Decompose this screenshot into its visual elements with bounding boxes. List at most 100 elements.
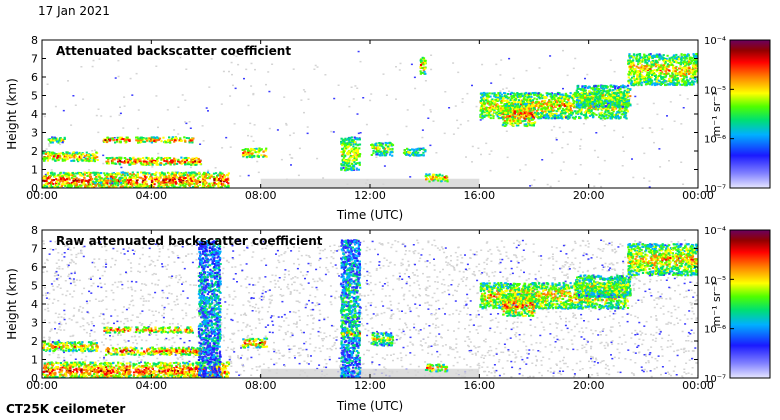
echo-cell <box>507 109 510 112</box>
echo-cell <box>515 124 518 127</box>
echo-cell <box>606 116 609 119</box>
echo-cell <box>633 64 636 67</box>
noise-speck <box>652 102 655 105</box>
echo-cell <box>514 117 517 120</box>
echo-cell <box>651 82 654 85</box>
echo-cell <box>555 110 558 113</box>
echo-cell <box>58 139 61 142</box>
date-label: 17 Jan 2021 <box>38 4 110 18</box>
echo-cell <box>121 178 124 181</box>
echo-cell <box>108 175 111 178</box>
echo-cell <box>611 108 614 111</box>
echo-cell <box>508 115 511 118</box>
echo-cell <box>564 115 567 118</box>
echo-cell <box>676 68 679 71</box>
echo-cell <box>196 186 199 188</box>
echo-cell <box>578 117 581 119</box>
echo-cell <box>352 145 355 148</box>
echo-cell <box>80 174 83 177</box>
echo-cell <box>52 179 55 181</box>
echo-cell <box>428 180 431 183</box>
echo-cell <box>77 157 80 160</box>
noise-speck <box>370 93 373 95</box>
echo-cell <box>692 76 695 79</box>
echo-cell <box>122 186 125 188</box>
echo-cell <box>107 160 110 163</box>
echo-cell <box>208 177 211 180</box>
echo-cell <box>553 114 556 117</box>
echo-cell <box>111 137 114 140</box>
echo-cell <box>695 62 698 65</box>
noise-speck <box>306 126 309 128</box>
echo-cell <box>615 117 618 120</box>
echo-cell <box>564 92 568 95</box>
echo-cell <box>107 158 110 161</box>
noise-speck <box>91 150 94 152</box>
echo-cell <box>165 180 168 183</box>
echo-cell <box>513 92 516 95</box>
echo-cell <box>440 178 443 181</box>
echo-cell <box>525 107 528 110</box>
echo-cell <box>632 53 636 56</box>
echo-cell <box>145 139 149 142</box>
echo-cell <box>660 55 663 58</box>
noise-speck <box>593 185 596 187</box>
echo-cell <box>509 113 512 116</box>
echo-cell <box>213 178 216 181</box>
echo-cell <box>250 154 253 157</box>
noise-speck <box>557 180 560 182</box>
echo-cell <box>585 109 588 112</box>
echo-cell <box>548 112 551 115</box>
echo-cell <box>119 140 122 143</box>
echo-cell <box>579 112 582 114</box>
echo-cell <box>347 161 351 164</box>
noise-speck <box>631 158 633 160</box>
echo-cell <box>70 154 73 157</box>
echo-cell <box>96 183 100 185</box>
echo-cell <box>375 153 378 156</box>
noise-speck <box>254 68 256 71</box>
echo-cell <box>488 92 491 95</box>
echo-cell <box>613 109 616 111</box>
echo-cell <box>638 76 641 79</box>
echo-cell <box>188 179 191 182</box>
echo-cell <box>503 111 506 114</box>
echo-cell <box>57 174 60 177</box>
echo-cell <box>191 177 194 180</box>
echo-cell <box>342 166 345 169</box>
echo-cell <box>43 180 47 183</box>
noise-speck <box>292 68 295 70</box>
noise-speck <box>424 80 427 82</box>
echo-cell <box>692 83 695 86</box>
echo-cell <box>680 70 683 72</box>
echo-cell <box>545 113 548 116</box>
echo-cell <box>145 163 148 166</box>
echo-cell <box>152 137 155 140</box>
echo-cell <box>662 65 665 68</box>
noise-speck <box>585 118 588 121</box>
echo-cell <box>415 148 418 151</box>
echo-cell <box>93 153 96 156</box>
echo-cell <box>118 179 121 182</box>
noise-speck <box>499 90 502 92</box>
echo-cell <box>583 111 586 114</box>
echo-cell <box>517 118 520 121</box>
echo-cell <box>384 144 388 147</box>
echo-cell <box>155 180 158 183</box>
echo-cell <box>680 78 683 80</box>
echo-cell <box>59 157 62 160</box>
echo-cell <box>150 138 153 141</box>
echo-cell <box>151 179 154 182</box>
echo-cell <box>574 95 577 98</box>
noise-speck <box>559 169 562 172</box>
echo-cell <box>184 140 187 143</box>
echo-cell <box>496 104 499 107</box>
echo-cell <box>641 81 644 84</box>
echo-cell <box>551 113 554 116</box>
echo-feature <box>42 151 99 163</box>
echo-cell <box>506 100 509 103</box>
echo-cell <box>61 182 65 185</box>
echo-cell <box>499 95 502 98</box>
echo-cell <box>116 172 119 175</box>
echo-cell <box>551 98 554 101</box>
